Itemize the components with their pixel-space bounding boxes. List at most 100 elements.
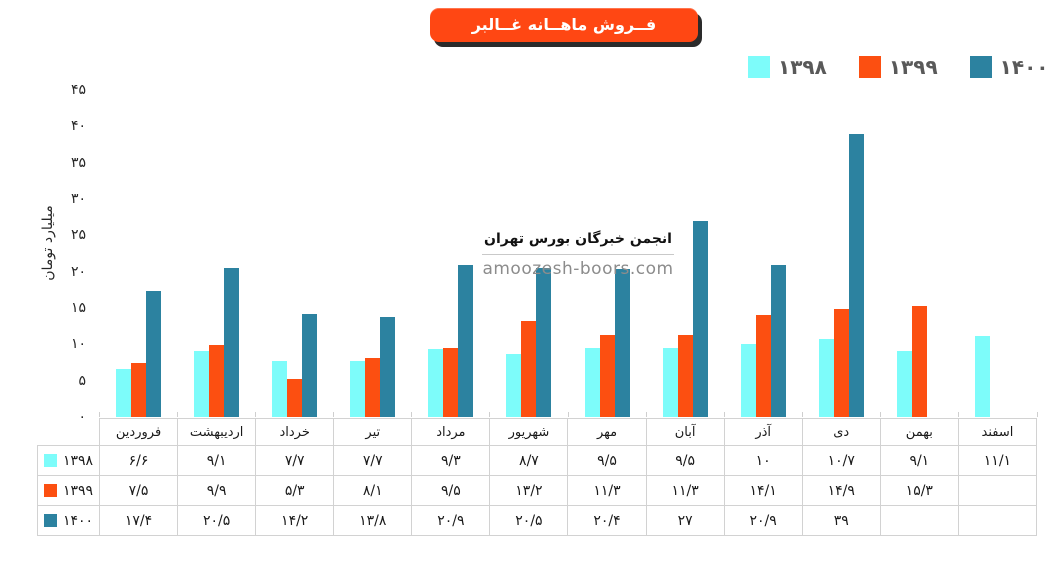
bar-۱۳۹۹-8 (677, 334, 693, 417)
legend-swatch-icon (969, 56, 992, 78)
bar-۱۴۰۰-9 (770, 265, 786, 417)
table-cell-value: ۸/۷ (489, 445, 569, 476)
bar-۱۳۹۸-12 (975, 336, 991, 417)
x-axis-tick (723, 412, 725, 417)
bar-۱۴۰۰-3 (301, 313, 317, 417)
x-axis-tick (1036, 412, 1038, 417)
table-cell-value: ۹/۵ (645, 445, 725, 476)
y-tick-label: ۴۵ (70, 82, 86, 98)
table-cell-value: ۱۱/۳ (645, 475, 725, 506)
bar-group-2 (177, 90, 256, 417)
table-cell-value: ۹/۵ (567, 445, 647, 476)
table-cell-value: ۲۰/۹ (411, 505, 491, 536)
y-tick-label: ۴۰ (70, 118, 86, 135)
bar-۱۳۹۸-8 (662, 347, 678, 417)
table-row-key-inner: ۱۴۰۰ (39, 513, 99, 529)
table-cell-value: ۹/۳ (411, 445, 491, 476)
bar-۱۳۹۹-4 (365, 358, 381, 417)
bar-۱۳۹۸-11 (897, 350, 913, 417)
bar-group-12 (959, 90, 1038, 417)
table-cell-value: ۹/۱ (879, 445, 959, 476)
series-year-label: ۱۳۹۹ (62, 482, 94, 499)
table-cell-value: ۱۴/۱ (723, 475, 803, 506)
y-tick-label: ۱۵ (70, 300, 86, 316)
table-cell-value (957, 505, 1038, 536)
table-col-header-month: اسفند (957, 418, 1038, 446)
table-col-header-month: آذر (723, 418, 803, 446)
table-col-header-month: خرداد (255, 418, 335, 446)
data-table: فروردین اردیبهشت خرداد تیر مرداد شهریور مهر آبا… (37, 418, 1038, 536)
table-cell-value: ۱۴/۹ (801, 475, 881, 506)
y-tick-label: ۳۵ (70, 154, 86, 171)
table-row-year-3: ۱۴۰۰ ۱۷/۴ ۲۰/۵ ۱۴/۲ ۱۳/۸ ۲۰/۹ ۲۰/۵ ۲۰/۴ ۲۷ ۲۰/۹ ۳۹ (37, 505, 1038, 536)
table-cell-value: ۷/۵ (98, 475, 179, 506)
legend-swatch-icon (858, 56, 881, 78)
bar-۱۳۹۸-4 (350, 361, 366, 417)
table-cell-value: ۱۵/۳ (879, 475, 959, 506)
y-tick-label: ۳۰ (70, 191, 86, 207)
y-tick-label: ۱۰ (70, 336, 86, 353)
table-col-header-month: مهر (567, 418, 647, 446)
table-col-header-month: اردیبهشت (177, 418, 257, 446)
table-cell-value: ۹/۱ (177, 445, 257, 476)
table-cell-value: ۱۱/۱ (957, 445, 1038, 476)
legend-item-3: ۱۴۰۰ (969, 55, 1049, 79)
bar-۱۳۹۹-9 (755, 314, 771, 417)
bar-group-4 (334, 90, 413, 417)
x-axis-tick (176, 412, 178, 417)
bar-۱۳۹۸-7 (584, 347, 600, 417)
table-cell-value: ۶/۶ (98, 445, 179, 476)
y-tick-label: ۰ (78, 409, 86, 425)
table-cell-value (957, 475, 1038, 506)
table-cell-value: ۱۰/۷ (801, 445, 881, 476)
y-tick-label: ۵ (78, 372, 86, 389)
table-cell-value: ۲۰/۹ (723, 505, 803, 536)
y-tick-label: ۲۰ (70, 263, 86, 280)
bar-۱۴۰۰-4 (380, 316, 396, 417)
table-col-header-month: مرداد (411, 418, 491, 446)
bar-۱۳۹۸-1 (115, 369, 131, 417)
bar-۱۴۰۰-2 (223, 268, 239, 417)
x-axis-tick (254, 412, 256, 417)
bar-۱۳۹۹-2 (208, 345, 224, 417)
table-cell-value: ۱۳/۸ (333, 505, 413, 536)
bar-۱۴۰۰-10 (849, 133, 865, 417)
series-swatch-icon (43, 454, 57, 467)
series-year-label: ۱۳۹۸ (62, 452, 94, 469)
x-axis-tick (489, 412, 491, 417)
table-row-year-2: ۱۳۹۹ ۷/۵ ۹/۹ ۵/۳ ۸/۱ ۹/۵ ۱۳/۲ ۱۱/۳ ۱۱/۳ ۱۴/۱ ۱۴/۹ ۱… (37, 475, 1038, 506)
table-col-header-month: تیر (333, 418, 413, 446)
x-axis-tick (645, 412, 647, 417)
table-cell-value: ۲۰/۴ (567, 505, 647, 536)
table-row-key: ۱۴۰۰ (37, 505, 100, 536)
table-cell-value: ۷/۷ (255, 445, 335, 476)
watermark-divider (482, 254, 674, 255)
legend-swatch-icon (748, 56, 770, 78)
table-cell-value: ۱۰ (723, 445, 803, 476)
table-col-header-month: دی (801, 418, 881, 446)
table-cell-value: ۲۷ (645, 505, 725, 536)
bar-۱۳۹۹-6 (521, 321, 537, 417)
bar-۱۴۰۰-8 (692, 220, 708, 417)
bar-۱۳۹۸-6 (506, 353, 522, 417)
bar-۱۳۹۸-9 (740, 344, 756, 417)
x-axis-tick (333, 412, 335, 417)
bar-chart-plot-area (99, 90, 1038, 417)
x-axis-tick (99, 412, 100, 417)
x-axis-tick (958, 412, 960, 417)
table-col-header-month: فروردین (98, 418, 179, 446)
legend-label: ۱۳۹۹ (888, 55, 938, 79)
bar-group-7 (568, 90, 647, 417)
watermark-url: amoozesh-boors.com (482, 259, 674, 279)
legend-item-1: ۱۳۹۸ (748, 56, 827, 78)
table-cell-value: ۲۰/۵ (177, 505, 257, 536)
table-cell-value: ۹/۹ (177, 475, 257, 506)
bar-۱۳۹۹-5 (443, 347, 459, 417)
legend-item-2: ۱۳۹۹ (858, 55, 938, 79)
table-cell-value: ۷/۷ (333, 445, 413, 476)
legend-label: ۱۴۰۰ (999, 55, 1049, 79)
bar-۱۳۹۸-5 (428, 349, 444, 417)
table-cell-value: ۲۰/۵ (489, 505, 569, 536)
bar-۱۳۹۹-1 (130, 362, 146, 417)
